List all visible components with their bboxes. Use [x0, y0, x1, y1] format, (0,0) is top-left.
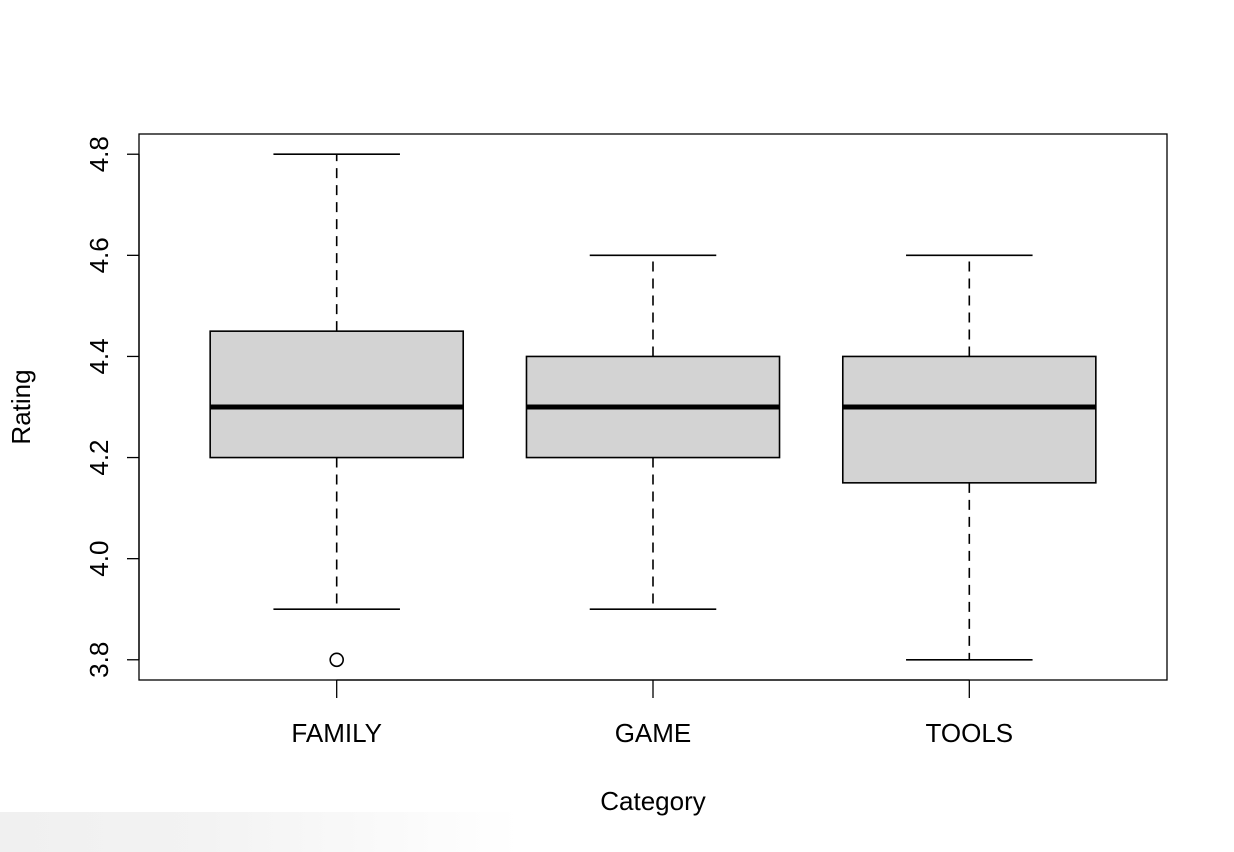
box-tools	[841, 254, 1097, 661]
iqr-box	[209, 330, 465, 459]
y-tick-label: 4.2	[84, 439, 114, 475]
y-tick-label: 4.6	[84, 237, 114, 273]
x-tick-label: FAMILY	[291, 718, 382, 748]
y-tick-label: 3.8	[84, 642, 114, 678]
x-tick-label: GAME	[615, 718, 692, 748]
y-axis-label: Rating	[6, 369, 36, 444]
box-game	[525, 254, 781, 611]
y-axis: 3.8 4.0 4.2 4.4 4.6 4.8	[84, 136, 140, 678]
y-tick-label: 4.8	[84, 136, 114, 172]
x-tick-label: TOOLS	[925, 718, 1013, 748]
y-tick-label: 4.4	[84, 338, 114, 374]
iqr-box	[841, 355, 1097, 484]
x-axis-label: Category	[600, 786, 706, 816]
box-family	[209, 153, 465, 668]
x-axis: FAMILY GAME TOOLS	[291, 679, 1013, 748]
outlier-point	[329, 652, 344, 668]
y-tick-label: 4.0	[84, 541, 114, 577]
plot-marks	[209, 153, 1097, 668]
